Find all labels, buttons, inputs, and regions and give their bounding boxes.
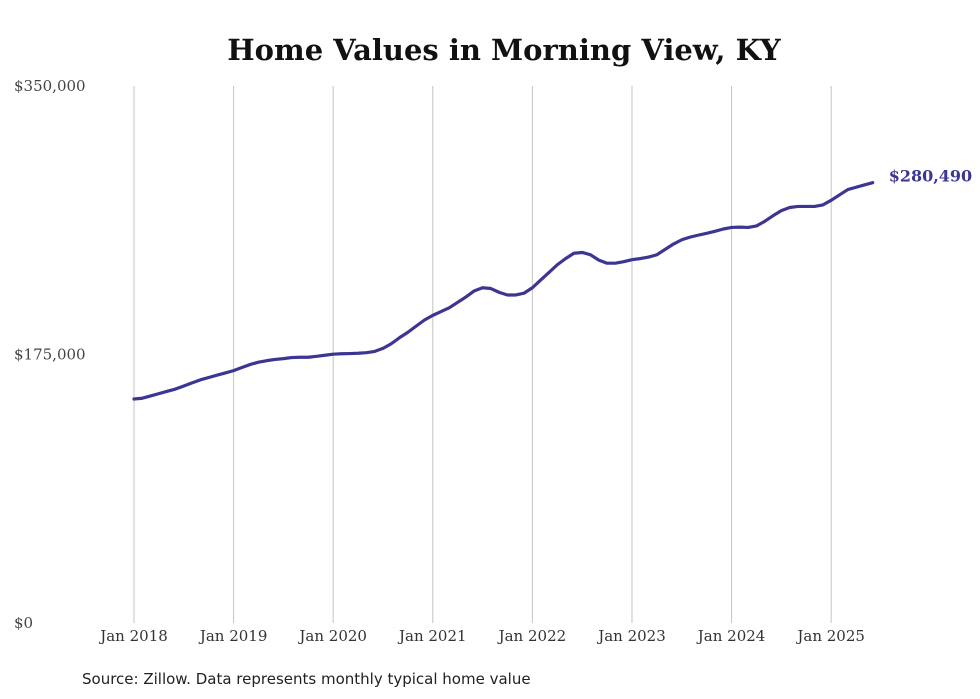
x-tick-label: Jan 2019 — [198, 627, 268, 645]
y-tick-label: $0 — [14, 614, 33, 632]
x-tick-label: Jan 2024 — [696, 627, 766, 645]
x-tick-label: Jan 2021 — [397, 627, 467, 645]
x-tick-label: Jan 2022 — [497, 627, 567, 645]
y-tick-label: $350,000 — [14, 77, 86, 95]
x-tick-label: Jan 2023 — [596, 627, 666, 645]
y-axis-ticks: $0 $175,000 $350,000 — [14, 77, 86, 632]
x-tick-label: Jan 2018 — [98, 627, 168, 645]
x-tick-label: Jan 2020 — [297, 627, 367, 645]
chart-title: Home Values in Morning View, KY — [227, 33, 781, 67]
x-axis-ticks: Jan 2018 Jan 2019 Jan 2020 Jan 2021 Jan 2022… — [98, 627, 865, 645]
y-tick-label: $175,000 — [14, 346, 86, 364]
series-layer: $280,490 — [132, 167, 973, 401]
source-note: Source: Zillow. Data represents monthly … — [82, 670, 531, 688]
x-tick-label: Jan 2025 — [795, 627, 865, 645]
series-line — [132, 181, 875, 401]
end-value-label: $280,490 — [889, 167, 973, 186]
gridlines — [133, 86, 832, 623]
